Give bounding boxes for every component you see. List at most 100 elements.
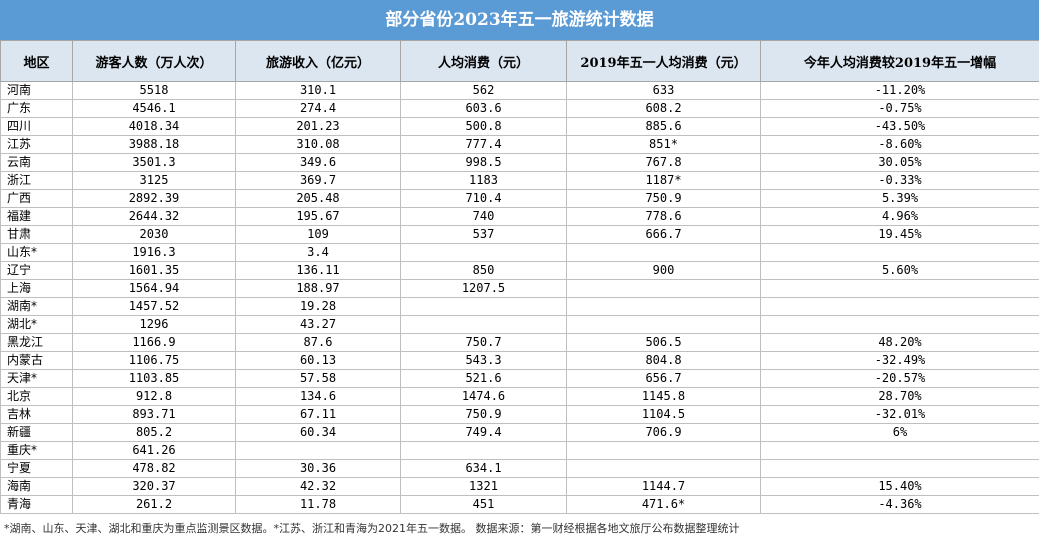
table-row: 河南 5518 310.1 562 633 -11.20%	[0, 81, 1039, 100]
data-cell: 201.23	[235, 117, 401, 136]
data-cell: 850	[400, 261, 567, 280]
data-cell: -32.49%	[760, 351, 1039, 370]
data-cell: 274.4	[235, 99, 401, 118]
data-cell	[566, 243, 761, 262]
data-cell: 451	[400, 495, 567, 514]
data-cell	[760, 315, 1039, 334]
data-cell: 750.9	[400, 405, 567, 424]
data-cell: -8.60%	[760, 135, 1039, 154]
data-cell: 3501.3	[72, 153, 236, 172]
data-cell: 57.58	[235, 369, 401, 388]
data-cell	[400, 243, 567, 262]
data-cell	[566, 315, 761, 334]
region-cell: 四川	[0, 117, 73, 136]
region-cell: 广东	[0, 99, 73, 118]
table-row: 广西 2892.39 205.48 710.4 750.9 5.39%	[0, 189, 1039, 208]
data-cell: 562	[400, 81, 567, 100]
data-cell	[235, 441, 401, 460]
data-cell: 369.7	[235, 171, 401, 190]
data-cell: 42.32	[235, 477, 401, 496]
data-cell: 5.39%	[760, 189, 1039, 208]
data-cell	[760, 297, 1039, 316]
region-cell: 内蒙古	[0, 351, 73, 370]
data-cell: 1183	[400, 171, 567, 190]
data-cell: 11.78	[235, 495, 401, 514]
data-cell: 710.4	[400, 189, 567, 208]
data-cell: 48.20%	[760, 333, 1039, 352]
region-cell: 湖北*	[0, 315, 73, 334]
data-cell: 1457.52	[72, 297, 236, 316]
region-cell: 山东*	[0, 243, 73, 262]
region-cell: 云南	[0, 153, 73, 172]
data-cell: 320.37	[72, 477, 236, 496]
data-cell	[400, 441, 567, 460]
table-row: 广东 4546.1 274.4 603.6 608.2 -0.75%	[0, 99, 1039, 118]
table-row: 福建 2644.32 195.67 740 778.6 4.96%	[0, 207, 1039, 226]
region-cell: 海南	[0, 477, 73, 496]
data-cell: 851*	[566, 135, 761, 154]
data-cell: 900	[566, 261, 761, 280]
data-cell: 43.27	[235, 315, 401, 334]
region-cell: 湖南*	[0, 297, 73, 316]
data-cell	[760, 441, 1039, 460]
region-cell: 江苏	[0, 135, 73, 154]
region-cell: 福建	[0, 207, 73, 226]
data-cell	[400, 297, 567, 316]
data-cell	[400, 315, 567, 334]
data-cell: 1564.94	[72, 279, 236, 298]
table-row: 黑龙江 1166.9 87.6 750.7 506.5 48.20%	[0, 333, 1039, 352]
data-cell: 3125	[72, 171, 236, 190]
data-cell: 1187*	[566, 171, 761, 190]
data-cell: 67.11	[235, 405, 401, 424]
header-row: 地区 游客人数（万人次） 旅游收入（亿元） 人均消费（元） 2019年五一人均消费（元）…	[0, 40, 1039, 82]
data-cell: 778.6	[566, 207, 761, 226]
table-row: 天津* 1103.85 57.58 521.6 656.7 -20.57%	[0, 369, 1039, 388]
table-row: 湖南* 1457.52 19.28	[0, 297, 1039, 316]
data-cell: 998.5	[400, 153, 567, 172]
data-cell	[566, 279, 761, 298]
data-cell: 506.5	[566, 333, 761, 352]
data-cell: 19.45%	[760, 225, 1039, 244]
data-cell	[566, 297, 761, 316]
data-cell: 1144.7	[566, 477, 761, 496]
data-cell: 641.26	[72, 441, 236, 460]
data-cell	[760, 459, 1039, 478]
data-cell: 4018.34	[72, 117, 236, 136]
data-cell: 478.82	[72, 459, 236, 478]
data-cell	[566, 441, 761, 460]
data-cell: 4546.1	[72, 99, 236, 118]
data-cell: 19.28	[235, 297, 401, 316]
data-cell: 767.8	[566, 153, 761, 172]
data-cell: 1104.5	[566, 405, 761, 424]
data-cell: 471.6*	[566, 495, 761, 514]
region-cell: 河南	[0, 81, 73, 100]
table-row: 青海 261.2 11.78 451 471.6* -4.36%	[0, 495, 1039, 514]
data-cell: 750.9	[566, 189, 761, 208]
data-cell: 2644.32	[72, 207, 236, 226]
data-cell: 60.34	[235, 423, 401, 442]
region-cell: 新疆	[0, 423, 73, 442]
data-cell: 60.13	[235, 351, 401, 370]
data-cell: -4.36%	[760, 495, 1039, 514]
column-header: 今年人均消费较2019年五一增幅	[760, 40, 1039, 82]
data-cell: 634.1	[400, 459, 567, 478]
data-cell: 30.36	[235, 459, 401, 478]
data-cell: -20.57%	[760, 369, 1039, 388]
data-cell: 15.40%	[760, 477, 1039, 496]
data-cell: 5518	[72, 81, 236, 100]
data-cell: -11.20%	[760, 81, 1039, 100]
data-cell	[760, 279, 1039, 298]
table-row: 北京 912.8 134.6 1474.6 1145.8 28.70%	[0, 387, 1039, 406]
table-row: 重庆* 641.26	[0, 441, 1039, 460]
data-cell: 656.7	[566, 369, 761, 388]
data-cell: 885.6	[566, 117, 761, 136]
data-cell: 261.2	[72, 495, 236, 514]
data-cell: 3988.18	[72, 135, 236, 154]
data-cell: 912.8	[72, 387, 236, 406]
data-cell: 310.08	[235, 135, 401, 154]
table-row: 四川 4018.34 201.23 500.8 885.6 -43.50%	[0, 117, 1039, 136]
table-row: 宁夏 478.82 30.36 634.1	[0, 459, 1039, 478]
data-cell: 136.11	[235, 261, 401, 280]
table-row: 吉林 893.71 67.11 750.9 1104.5 -32.01%	[0, 405, 1039, 424]
table-row: 新疆 805.2 60.34 749.4 706.9 6%	[0, 423, 1039, 442]
